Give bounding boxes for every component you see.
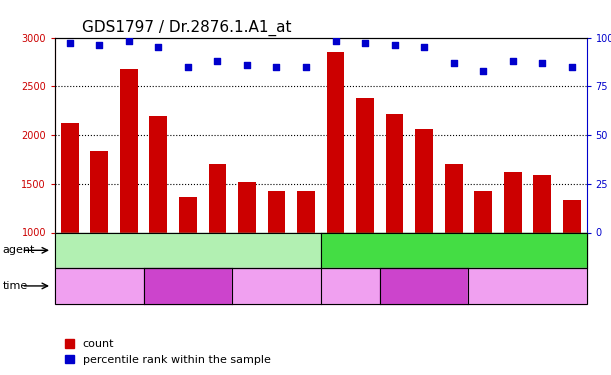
Text: control: control — [169, 245, 207, 255]
Bar — [90, 151, 108, 232]
Text: 3 d: 3 d — [415, 281, 433, 291]
Point — [213, 58, 222, 64]
Bar — [327, 52, 345, 232]
Text: agent: agent — [2, 245, 35, 255]
Bar — [356, 98, 374, 232]
Point — [360, 40, 370, 46]
Text: 5 d: 5 d — [519, 281, 536, 291]
Text: 1 d: 1 d — [90, 281, 108, 291]
Point — [183, 64, 193, 70]
Bar — [415, 129, 433, 232]
Text: 1 d: 1 d — [342, 281, 359, 291]
Bar — [474, 190, 492, 232]
Point — [538, 60, 547, 66]
Point — [478, 68, 488, 74]
Point — [271, 64, 281, 70]
Text: TCDD: TCDD — [438, 245, 469, 255]
Bar — [61, 123, 79, 232]
Point — [390, 42, 400, 48]
Bar — [297, 190, 315, 232]
Bar — [445, 164, 463, 232]
Text: GDS1797 / Dr.2876.1.A1_at: GDS1797 / Dr.2876.1.A1_at — [82, 20, 291, 36]
Bar — [238, 182, 256, 232]
Point — [94, 42, 104, 48]
Bar — [179, 197, 197, 232]
Bar — [533, 175, 551, 232]
Bar — [120, 69, 137, 232]
Point — [65, 40, 75, 46]
Text: time: time — [2, 281, 27, 291]
Text: 3 d: 3 d — [179, 281, 197, 291]
Bar — [563, 200, 580, 232]
Legend: count, percentile rank within the sample: count, percentile rank within the sample — [60, 335, 275, 369]
Point — [567, 64, 577, 70]
Point — [448, 60, 458, 66]
Bar — [386, 114, 403, 232]
Point — [508, 58, 518, 64]
Bar — [268, 190, 285, 232]
Bar — [150, 117, 167, 232]
Point — [331, 38, 340, 44]
Bar — [504, 172, 522, 232]
Text: 5 d: 5 d — [268, 281, 285, 291]
Point — [419, 44, 429, 50]
Point — [124, 38, 134, 44]
Point — [242, 62, 252, 68]
Point — [301, 64, 311, 70]
Point — [153, 44, 163, 50]
Bar — [208, 164, 226, 232]
